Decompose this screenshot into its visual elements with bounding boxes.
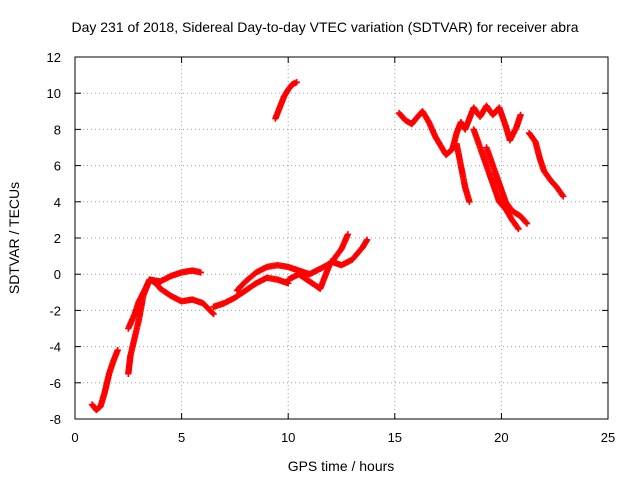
x-tick-label: 15 [388, 430, 402, 445]
data-point [197, 269, 204, 276]
data-point [363, 236, 371, 244]
x-tick-label: 25 [601, 430, 615, 445]
axis-ticks: 0 5 10 15 20 25 -8 -6 -4 -2 0 2 4 6 8 10 12 [47, 50, 616, 445]
y-axis-label: SDTVAR / TECUs [6, 182, 22, 294]
data-point [560, 193, 567, 200]
x-tick-label: 20 [494, 430, 508, 445]
data-point [522, 219, 530, 226]
plot-frame [74, 56, 609, 420]
x-tick-label: 10 [281, 430, 295, 445]
y-tick-label: 10 [47, 86, 61, 101]
y-tick-label: 6 [54, 159, 61, 174]
x-tick-label: 0 [71, 430, 78, 445]
x-tick-label: 5 [178, 430, 185, 445]
y-tick-label: 0 [54, 267, 61, 282]
data-point [559, 191, 566, 199]
data-point [293, 79, 300, 86]
y-tick-label: -2 [49, 303, 61, 318]
y-tick-label: -4 [49, 340, 61, 355]
y-tick-label: 8 [54, 122, 61, 137]
data-point [209, 309, 216, 317]
data-points [88, 79, 567, 414]
data-point [344, 231, 352, 238]
chart-title: Day 231 of 2018, Sidereal Day-to-day VTE… [71, 19, 578, 35]
y-tick-label: -6 [49, 376, 61, 391]
y-tick-label: -8 [49, 412, 61, 427]
y-tick-label: 12 [47, 50, 61, 65]
y-tick-label: 2 [54, 231, 61, 246]
data-point [515, 225, 522, 233]
x-axis-label: GPS time / hours [288, 458, 395, 474]
data-point [517, 111, 524, 119]
grid-lines [75, 57, 608, 419]
data-point [523, 220, 531, 227]
data-point [114, 347, 121, 354]
data-point [466, 198, 473, 205]
data-point [514, 224, 521, 231]
y-tick-label: 4 [54, 195, 61, 210]
data-point [210, 310, 217, 318]
